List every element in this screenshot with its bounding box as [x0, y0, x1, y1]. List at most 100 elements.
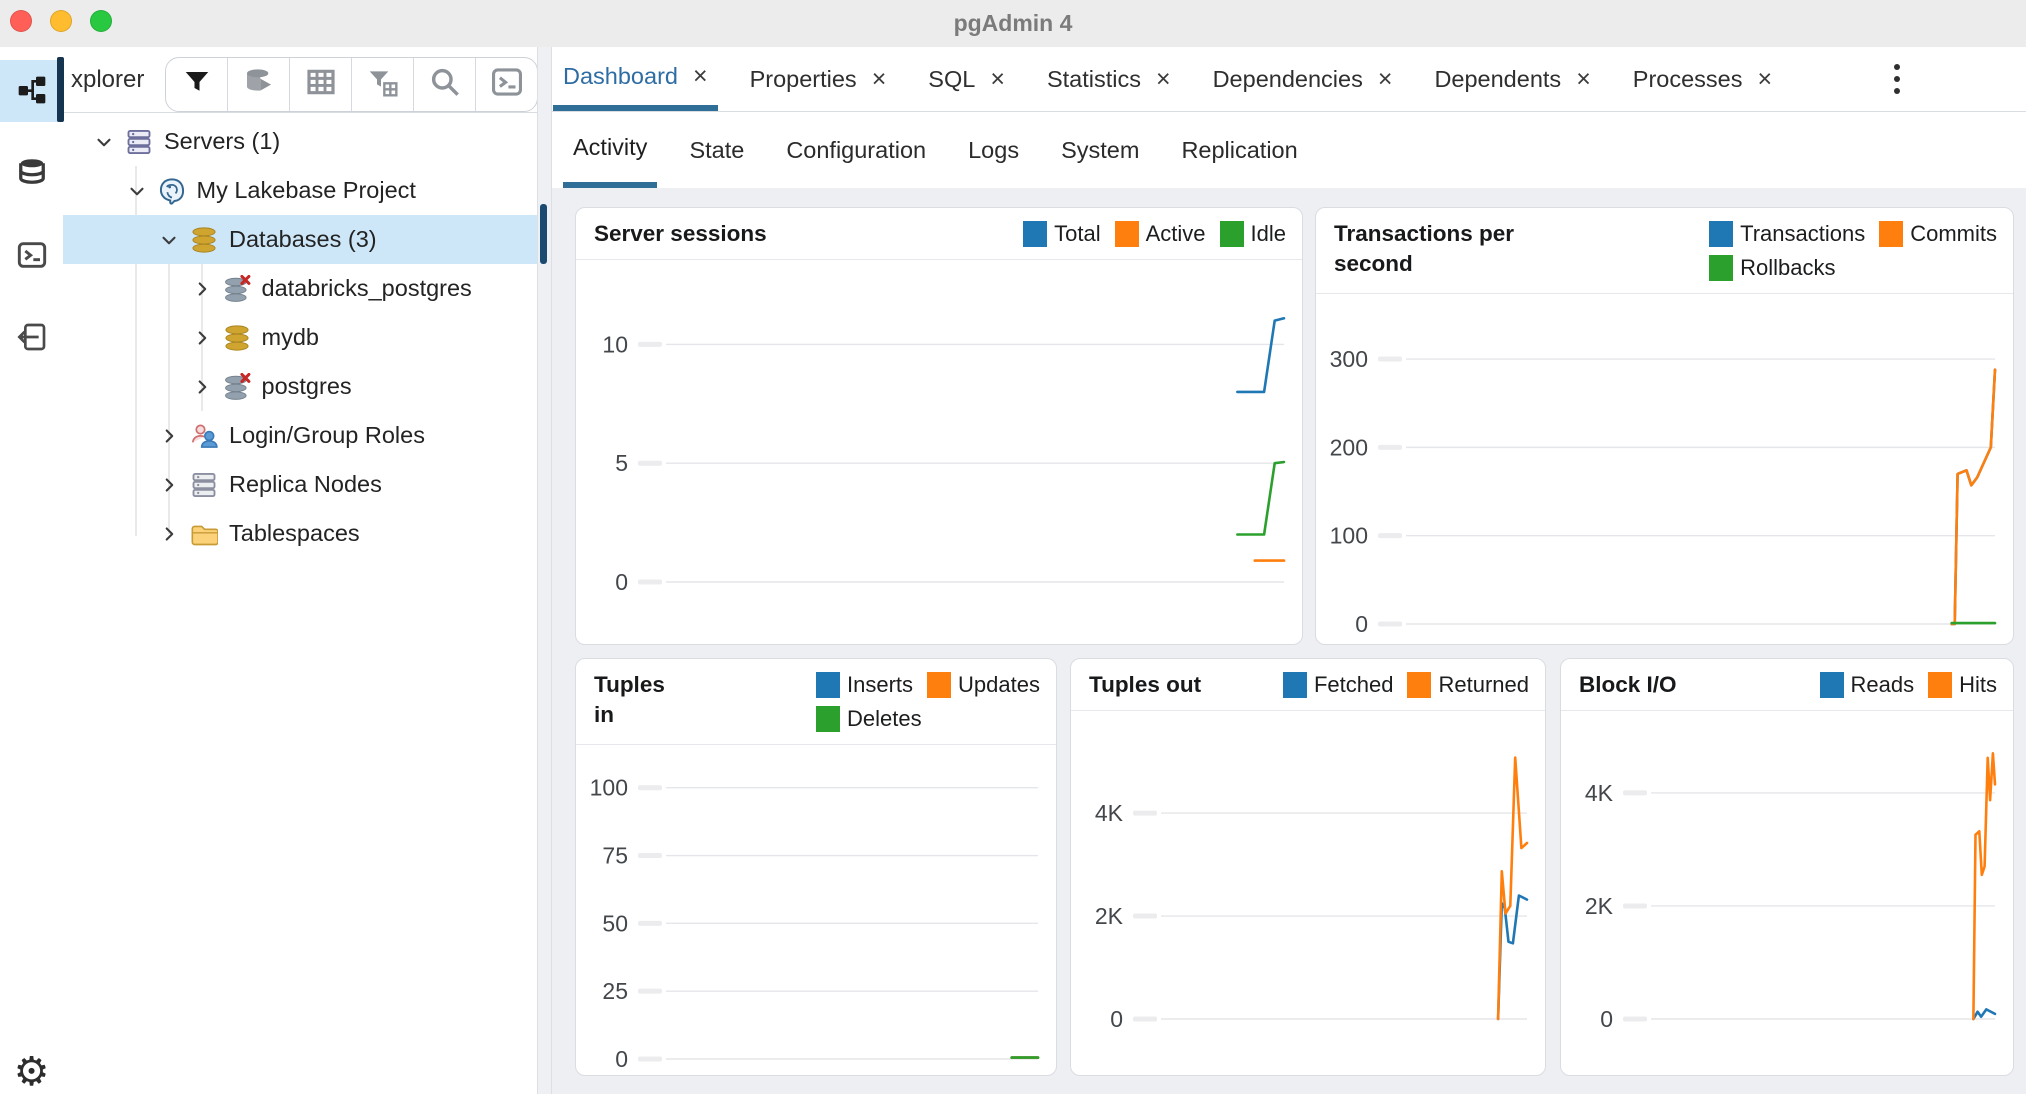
subtab-replication[interactable]: Replication	[1181, 136, 1298, 163]
close-tab-icon[interactable]: ×	[1576, 64, 1591, 93]
close-tab-icon[interactable]: ×	[1377, 64, 1393, 93]
tree-node-servers-1[interactable]: Servers (1)	[63, 117, 537, 166]
tab-processes[interactable]: Processes ×	[1623, 47, 1782, 111]
chevron-down-icon[interactable]	[93, 131, 115, 153]
tab-label: Dashboard	[563, 62, 678, 89]
panel-title: Block I/O	[1579, 672, 1677, 697]
close-tab-icon[interactable]: ×	[990, 64, 1005, 93]
replica-icon	[190, 471, 218, 499]
close-tab-icon[interactable]: ×	[871, 64, 887, 93]
terminal-box-icon-button[interactable]	[475, 58, 537, 111]
legend-entry-hits: Hits	[1928, 670, 1997, 700]
close-tab-icon[interactable]: ×	[1155, 64, 1171, 93]
svg-text:300: 300	[1330, 346, 1368, 372]
tree-node-databricks-postgres[interactable]: databricks_postgres	[63, 264, 537, 313]
rail-extension-icon[interactable]	[0, 306, 63, 368]
panel-server-sessions: Server sessions Total Active Idle 10 5 0	[575, 207, 1303, 645]
titlebar: pgAdmin 4	[0, 0, 2026, 48]
subtab-state[interactable]: State	[689, 136, 745, 163]
tab-overflow-menu-icon[interactable]	[1888, 58, 1906, 100]
tree-indent-guide	[201, 264, 203, 411]
object-explorer-label: xplorer	[71, 65, 145, 93]
tab-sql[interactable]: SQL ×	[918, 47, 1015, 111]
subtab-logs[interactable]: Logs	[968, 136, 1020, 163]
legend-swatch	[1219, 221, 1244, 247]
filter-grid-icon	[367, 66, 399, 103]
line-chart-server-sessions: 10 5 0	[576, 260, 1302, 644]
database-off-icon	[223, 274, 251, 303]
chevron-right-icon[interactable]	[158, 523, 180, 545]
chevron-right-icon[interactable]	[158, 425, 180, 447]
tab-properties[interactable]: Properties ×	[740, 47, 897, 111]
chevron-right-icon[interactable]	[191, 327, 213, 349]
tree-node-mydb[interactable]: mydb	[63, 313, 537, 362]
gear-icon[interactable]: ⚙	[13, 1049, 50, 1094]
chevron-right-icon[interactable]	[158, 474, 180, 496]
chevron-down-icon[interactable]	[126, 180, 148, 202]
subtab-activity[interactable]: Activity	[563, 112, 658, 188]
legend-label: Reads	[1850, 672, 1915, 697]
splitter-scroll-thumb[interactable]	[540, 204, 547, 264]
legend-entry-total: Total	[1023, 219, 1101, 249]
tree-node-postgres[interactable]: postgres	[63, 362, 537, 411]
legend-entry-returned: Returned	[1407, 670, 1529, 700]
legend-label: Returned	[1438, 672, 1529, 697]
legend-label: Transactions	[1740, 221, 1866, 246]
zoom-window-button[interactable]	[90, 10, 112, 32]
legend-entry-reads: Reads	[1819, 670, 1915, 700]
tab-label: Dependents	[1434, 65, 1562, 92]
tree-node-login-group-roles[interactable]: Login/Group Roles	[63, 411, 537, 460]
tree-node-replica-nodes[interactable]: Replica Nodes	[63, 460, 537, 509]
chart-legend: Fetched Returned	[1269, 670, 1529, 700]
subtab-system[interactable]: System	[1061, 136, 1140, 163]
tree-node-label: My Lakebase Project	[196, 177, 416, 203]
subtab-configuration[interactable]: Configuration	[786, 136, 927, 163]
filter-icon-button[interactable]	[166, 58, 227, 111]
filter-grid-icon-button[interactable]	[351, 58, 413, 111]
search-icon-button[interactable]	[413, 58, 475, 111]
tab-label: SQL	[928, 65, 976, 92]
chart-legend: Total Active Idle	[1009, 219, 1286, 249]
servers-icon	[125, 128, 153, 156]
legend-entry-fetched: Fetched	[1282, 670, 1394, 700]
close-tab-icon[interactable]: ×	[692, 61, 708, 90]
close-tab-icon[interactable]: ×	[1757, 64, 1773, 93]
tablespaces-icon	[190, 520, 218, 548]
legend-label: Inserts	[847, 672, 914, 697]
tab-statistics[interactable]: Statistics ×	[1037, 47, 1181, 111]
line-chart-tuples-out: 4K 2K 0	[1071, 711, 1545, 1075]
legend-swatch	[1709, 221, 1734, 247]
object-explorer-tree: Servers (1) My Lakebase Project Databases …	[63, 112, 537, 1094]
legend-label: Active	[1145, 221, 1206, 246]
tab-dashboard[interactable]: Dashboard ×	[553, 47, 718, 111]
legend-label: Fetched	[1313, 672, 1394, 697]
tree-node-my-lakebase-project[interactable]: My Lakebase Project	[63, 166, 537, 215]
panel-splitter[interactable]	[537, 47, 552, 1094]
tab-label: Processes	[1632, 65, 1743, 92]
chart-legend: Reads Hits	[1806, 670, 1997, 700]
object-explorer-icon[interactable]	[0, 59, 63, 121]
roles-icon	[190, 422, 218, 450]
legend-swatch	[927, 672, 952, 698]
line-chart-block-i-o: 4K 2K 0	[1561, 711, 2013, 1075]
grid-icon-button[interactable]	[289, 58, 351, 111]
tree-node-databases-3[interactable]: Databases (3)	[63, 215, 537, 264]
svg-text:5: 5	[615, 450, 628, 476]
panel-title: Tuples out	[1089, 672, 1202, 697]
svg-text:0: 0	[1355, 611, 1368, 637]
chart-legend: Inserts Updates Deletes	[802, 670, 1040, 734]
database-off-icon	[223, 372, 251, 401]
tree-node-tablespaces[interactable]: Tablespaces	[63, 509, 537, 558]
legend-label: Commits	[1910, 221, 1997, 246]
rail-database-icon[interactable]	[0, 141, 63, 203]
close-window-button[interactable]	[10, 10, 32, 32]
tab-dependencies[interactable]: Dependencies ×	[1203, 47, 1403, 111]
tab-dependents[interactable]: Dependents ×	[1424, 47, 1600, 111]
minimize-window-button[interactable]	[50, 10, 72, 32]
chevron-right-icon[interactable]	[191, 376, 213, 398]
rail-terminal-icon[interactable]	[0, 224, 63, 286]
chevron-down-icon[interactable]	[158, 229, 180, 251]
database-play-icon-button[interactable]	[227, 58, 289, 111]
chevron-right-icon[interactable]	[191, 278, 213, 300]
